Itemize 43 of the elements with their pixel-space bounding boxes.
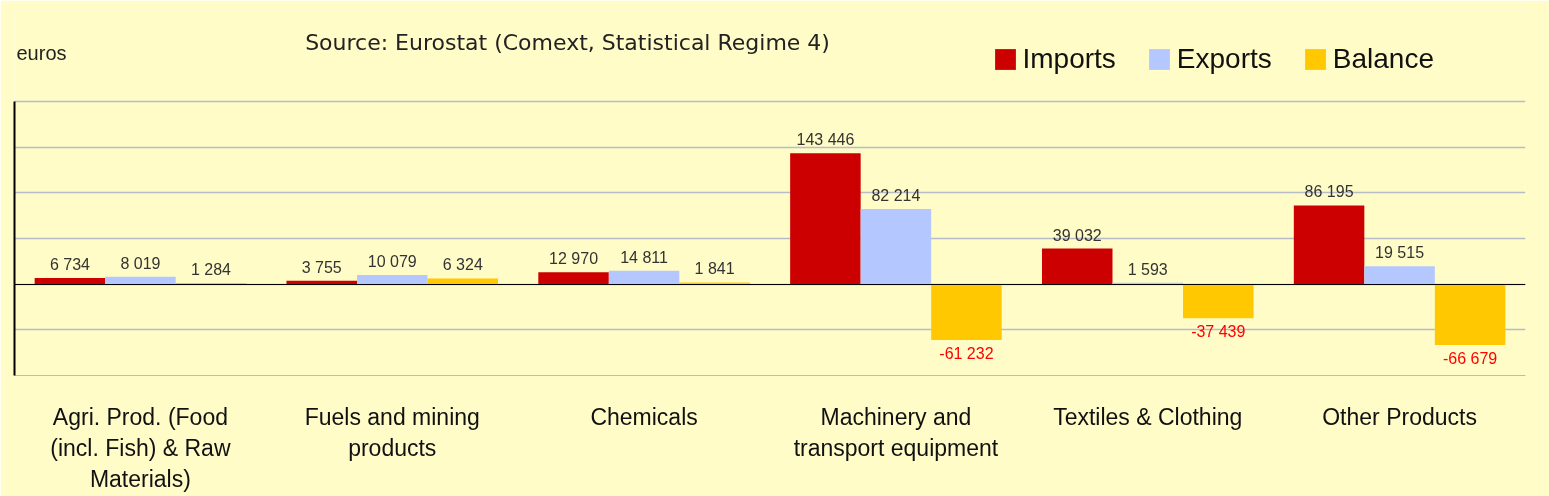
data-label: 1 841 (694, 260, 735, 278)
data-label: 10 079 (367, 252, 417, 270)
bar (356, 274, 428, 285)
bar (1364, 266, 1435, 285)
data-label: 1 284 (190, 260, 232, 278)
data-label: -61 232 (939, 345, 994, 363)
legend-label: Imports (1022, 43, 1116, 75)
bar (1041, 248, 1113, 285)
data-label: 3 755 (301, 258, 342, 276)
data-label: -37 439 (1191, 323, 1246, 341)
bar (860, 209, 932, 285)
x-tick-label: Chemicals (590, 403, 698, 430)
bar (1293, 205, 1365, 285)
data-label: 14 811 (620, 248, 669, 266)
bar (538, 272, 609, 285)
bar (427, 278, 499, 285)
data-label: 143 446 (796, 131, 855, 149)
data-label: 1 593 (1127, 260, 1168, 278)
bar (790, 153, 861, 285)
source-note: Source: Eurostat (Comext, Statistical Regime 4) (305, 30, 830, 55)
data-label: 12 970 (549, 250, 599, 268)
x-tick-label: Fuels and mining products (304, 403, 480, 461)
bar (931, 284, 1002, 341)
data-label: 82 214 (871, 187, 921, 205)
x-tick-label: Textiles & Clothing (1053, 403, 1243, 430)
data-label: 6 734 (49, 256, 91, 274)
data-label: -66 679 (1442, 350, 1498, 368)
data-label: 86 195 (1304, 183, 1354, 201)
legend-label: Exports (1176, 43, 1272, 75)
x-tick-label: Agri. Prod. (Food (incl. Fish) & Raw Materials) (50, 403, 231, 492)
data-label: 6 324 (442, 256, 483, 274)
bar (608, 270, 680, 285)
x-tick-label: Machinery and transport equipment (793, 403, 999, 461)
legend-label: Balance (1332, 43, 1434, 75)
bar (1434, 284, 1506, 346)
data-label: 8 019 (120, 254, 161, 272)
bar (105, 276, 176, 285)
x-tick-label: Other Products (1322, 403, 1477, 430)
data-label: 39 032 (1052, 226, 1102, 244)
y-axis-title: euros (16, 41, 67, 64)
bar (1183, 284, 1254, 319)
data-label: 19 515 (1375, 244, 1425, 262)
bar (34, 278, 106, 285)
